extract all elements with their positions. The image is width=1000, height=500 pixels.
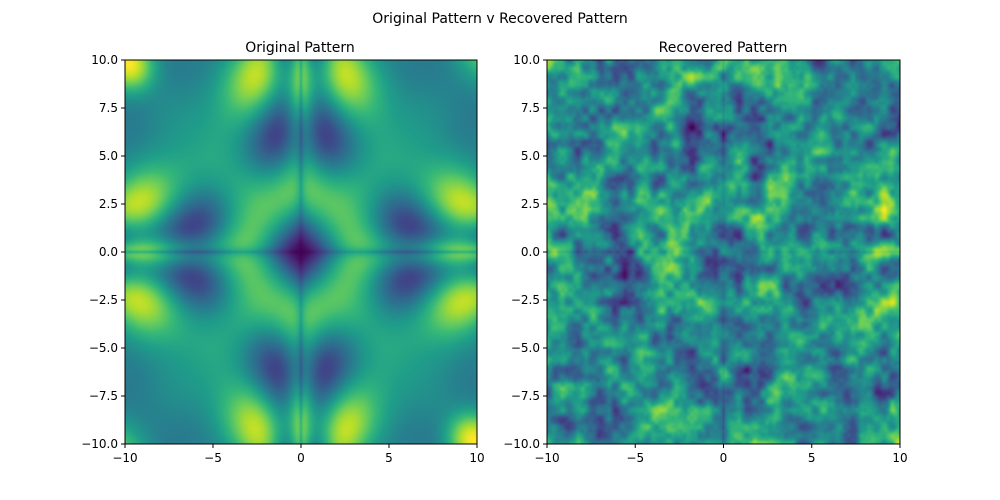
y-axis-recovered: 10.0 7.5 5.0 2.5 0.0 −2.5 −5.0 −7.5 −10.0 (503, 53, 547, 451)
y-tick-label: 7.5 (99, 101, 118, 115)
x-tick-label: −10 (112, 451, 137, 465)
x-tick-label: −10 (534, 451, 559, 465)
y-tick-label: −2.5 (89, 293, 118, 307)
y-tick-label: 10.0 (91, 53, 118, 67)
x-tick-label: −5 (204, 451, 222, 465)
x-tick-label: 5 (808, 451, 816, 465)
x-tick-label: 0 (720, 451, 728, 465)
y-tick-label: 2.5 (521, 197, 540, 211)
heatmap-original-image (125, 60, 477, 444)
x-axis-recovered: −10 −5 0 5 10 (534, 444, 908, 465)
y-tick-label: −10.0 (503, 437, 540, 451)
y-tick-label: 2.5 (99, 197, 118, 211)
y-tick-label: 7.5 (521, 101, 540, 115)
y-axis-original: 10.0 7.5 5.0 2.5 0.0 −2.5 −5.0 −7.5 −10.0 (81, 53, 125, 451)
x-tick-label: 10 (469, 451, 484, 465)
heatmap-recovered-image (547, 60, 900, 444)
x-tick-label: 0 (297, 451, 305, 465)
y-tick-label: −7.5 (89, 389, 118, 403)
x-tick-label: 10 (892, 451, 907, 465)
y-tick-label: −2.5 (511, 293, 540, 307)
y-tick-label: 0.0 (521, 245, 540, 259)
y-tick-label: 0.0 (99, 245, 118, 259)
x-axis-original: −10 −5 0 5 10 (112, 444, 485, 465)
x-tick-label: 5 (385, 451, 393, 465)
panel-title-recovered: Recovered Pattern (659, 40, 788, 56)
y-tick-label: −10.0 (81, 437, 118, 451)
x-tick-label: −5 (626, 451, 644, 465)
panel-original: Original Pattern −10 −5 0 5 10 10.0 7.5 5.0 2.5… (81, 40, 484, 465)
y-tick-label: −5.0 (511, 341, 540, 355)
y-tick-label: −7.5 (511, 389, 540, 403)
panel-title-original: Original Pattern (245, 40, 355, 56)
figure-suptitle: Original Pattern v Recovered Pattern (372, 11, 627, 27)
y-tick-label: 10.0 (513, 53, 540, 67)
panel-recovered: Recovered Pattern −10 −5 0 5 10 10.0 7.5 5.0 2.… (503, 40, 907, 465)
y-tick-label: 5.0 (99, 149, 118, 163)
y-tick-label: −5.0 (89, 341, 118, 355)
y-tick-label: 5.0 (521, 149, 540, 163)
